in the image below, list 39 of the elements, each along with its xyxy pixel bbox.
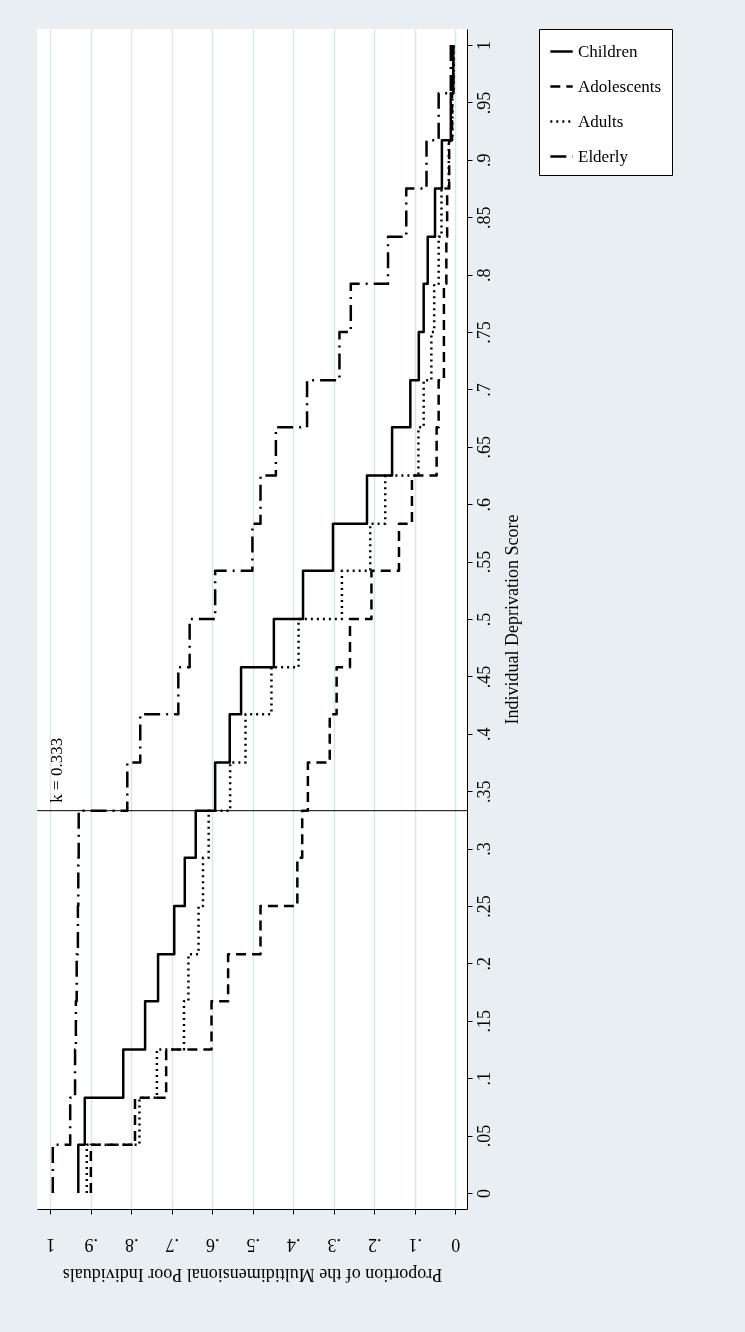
x-tick-label: .4 [287, 1234, 301, 1255]
y-tick-label: .8 [473, 268, 494, 282]
y-tick-label: .65 [473, 436, 494, 459]
ref-line-label: k = 0.333 [47, 737, 66, 803]
y-tick-label: .9 [473, 153, 494, 168]
legend-label: Adolescents [578, 76, 662, 96]
y-tick-label: .5 [473, 612, 494, 627]
y-tick-label: .4 [473, 727, 494, 742]
y-tick-label: .1 [473, 1071, 494, 1086]
x-tick-label: .8 [125, 1234, 139, 1255]
y-tick-label: .05 [473, 1124, 494, 1148]
x-tick-label: .2 [368, 1234, 382, 1255]
x-tick-label: .5 [246, 1234, 261, 1255]
y-tick-label: .95 [473, 91, 494, 115]
x-tick-label: .3 [327, 1234, 342, 1255]
y-tick-label: .55 [473, 550, 494, 574]
y-tick-label: .2 [473, 957, 494, 971]
x-axis-title: Proportion of the Multidimensional Poor Individuals [62, 1264, 443, 1285]
x-tick-label: 1 [46, 1234, 56, 1255]
y-tick-label: .7 [473, 383, 494, 397]
x-tick-label: .7 [165, 1234, 180, 1255]
y-tick-label: 0 [473, 1188, 494, 1198]
x-tick-label: 0 [451, 1234, 461, 1255]
y-tick-label: 1 [473, 41, 494, 51]
y-tick-label: .35 [473, 780, 494, 803]
y-tick-label: .85 [473, 206, 494, 229]
y-tick-label: .3 [473, 842, 494, 856]
legend-label: Adults [578, 111, 624, 131]
x-tick-label: .1 [408, 1234, 423, 1255]
y-axis-title: Individual Deprivation Score [501, 514, 522, 725]
legend-label: Children [578, 41, 638, 61]
y-tick-label: .75 [473, 321, 494, 344]
legend-label: Elderly [578, 146, 629, 166]
x-tick-label: .6 [206, 1234, 220, 1255]
y-tick-label: .25 [473, 895, 494, 918]
y-tick-label: .45 [473, 665, 494, 689]
y-tick-label: .15 [473, 1010, 494, 1033]
y-tick-label: .6 [473, 497, 494, 512]
x-tick-label: .9 [84, 1234, 99, 1255]
